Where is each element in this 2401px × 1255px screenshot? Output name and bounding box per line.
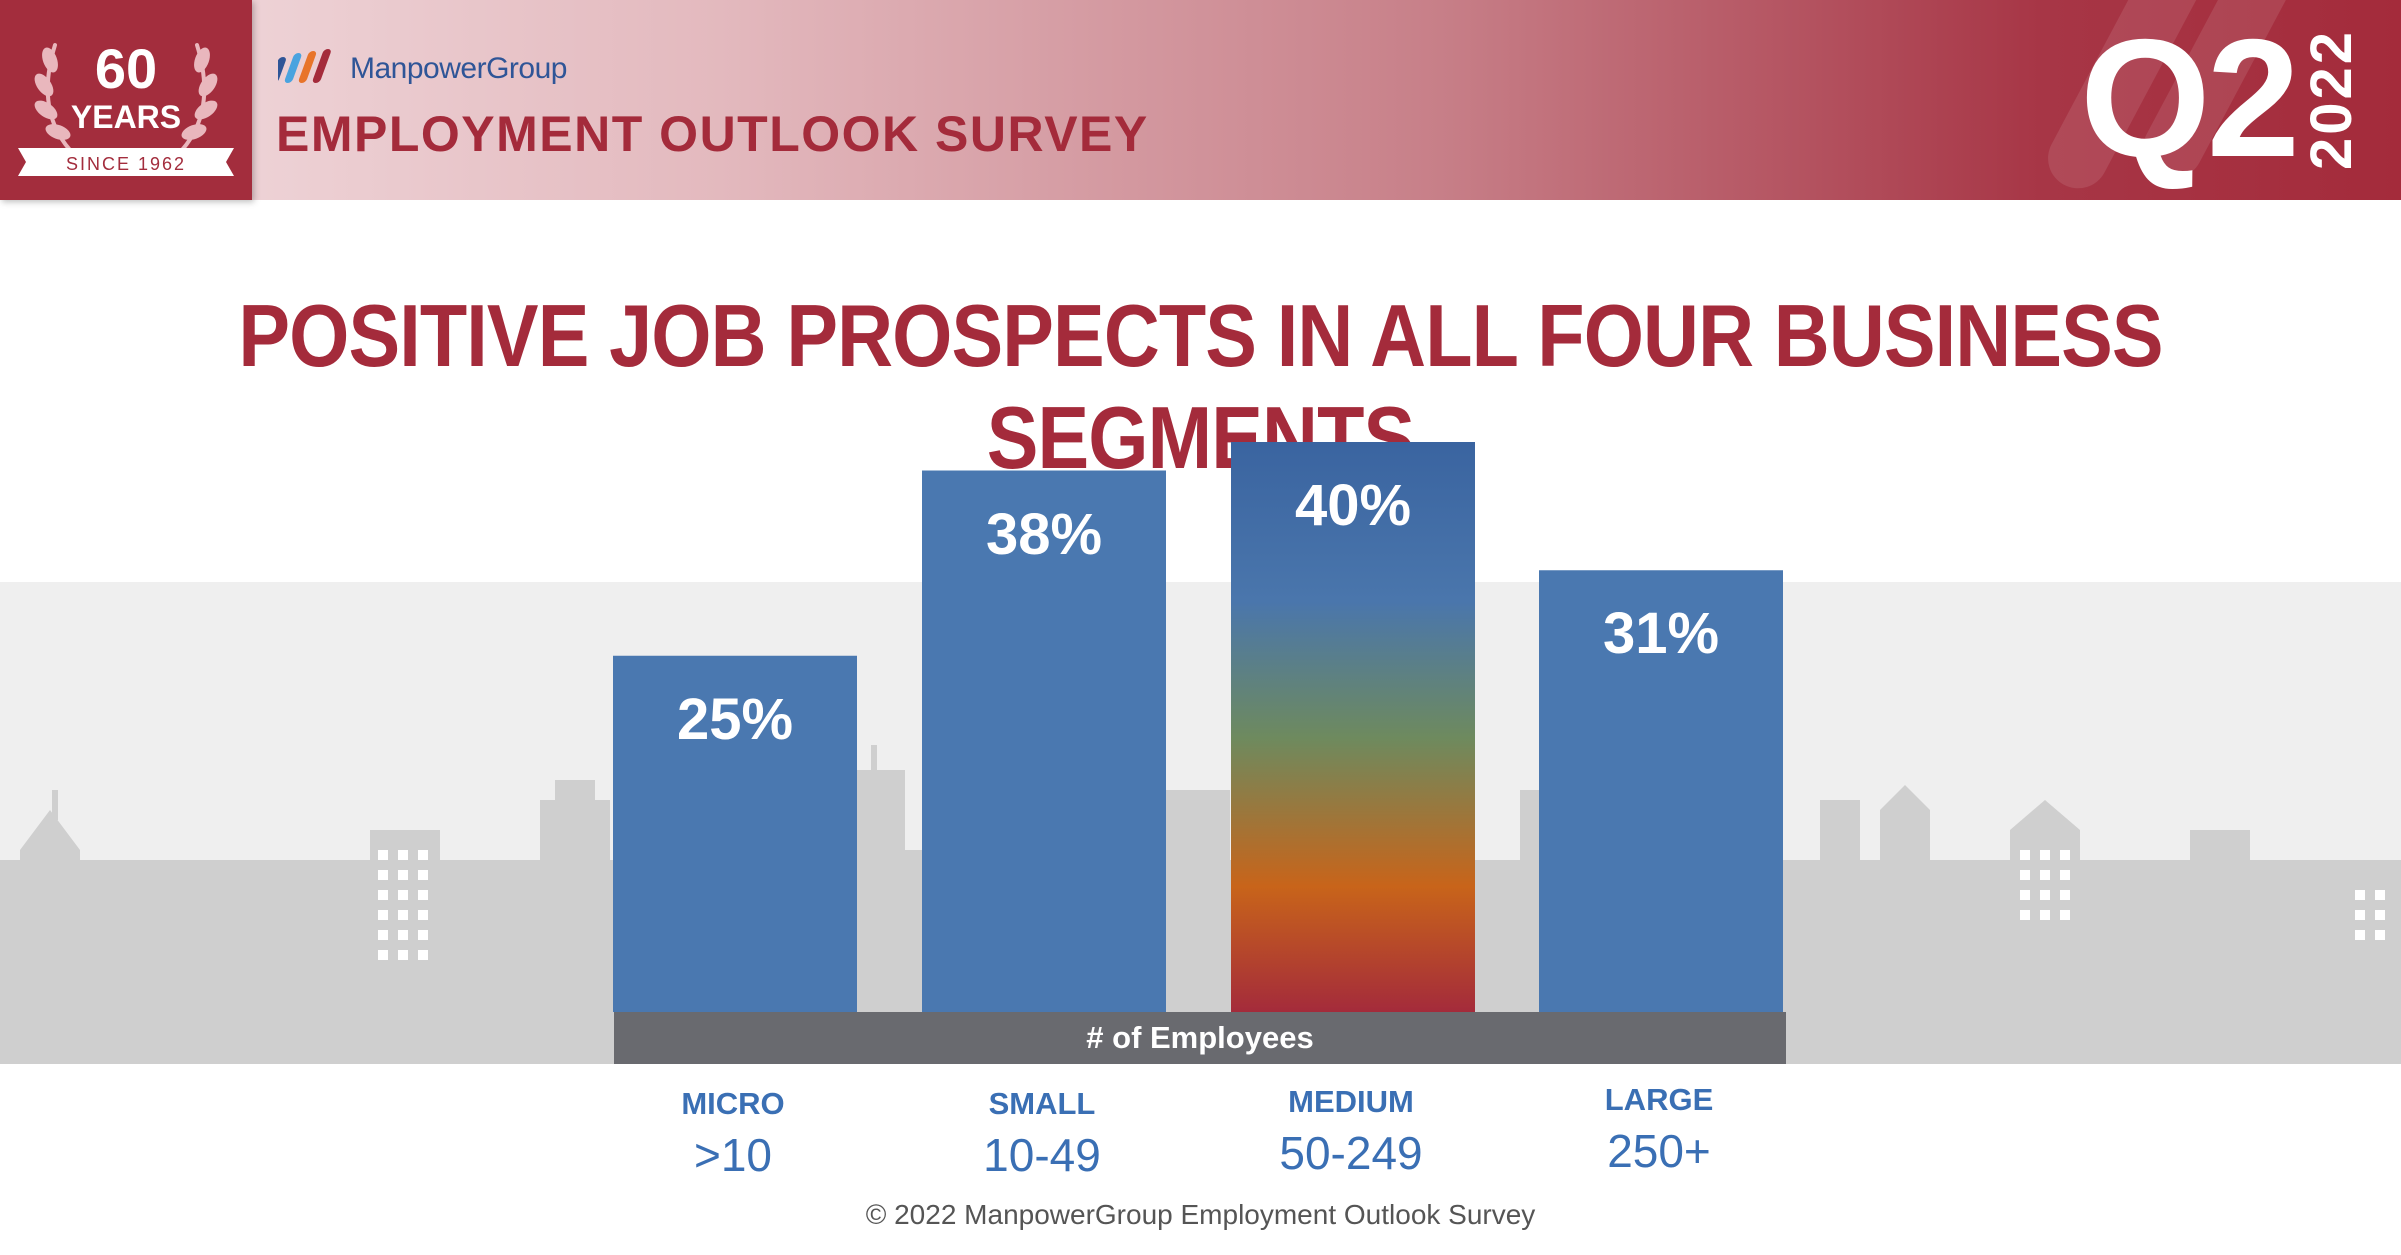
category-range: 50-249 [1279,1127,1423,1179]
laurel-wreath-icon: 60 YEARS SINCE 1962 [18,37,234,176]
badge-number: 60 [95,37,157,100]
city-skyline [0,745,2401,1064]
category-range: 10-49 [983,1129,1101,1181]
bar-micro [613,655,857,1012]
copyright-footer: © 2022 ManpowerGroup Employment Outlook … [865,1199,1536,1230]
ribbon-banner [18,148,234,176]
skyline-windows [378,850,2385,960]
header-banner [0,0,2401,200]
category-name: MEDIUM [1288,1084,1414,1119]
bar-value-label-large: 31% [1602,601,1720,667]
bar-value-label-small: 38% [985,501,1103,567]
brand-name: ManpowerGroup [350,52,567,85]
category-label-medium: MEDIUM 50-249 [1201,1084,1501,1180]
bar-value-label-medium: 40% [1294,473,1412,538]
bar-medium [1231,442,1475,1012]
category-label-large: LARGE 250+ [1509,1082,1809,1178]
category-name: SMALL [988,1086,1096,1121]
axis-band [614,1012,1786,1064]
badge-years: YEARS [71,99,181,135]
bar-large [1539,570,1783,1012]
bar-value-label-micro: 25% [676,686,794,752]
manpowergroup-logo-icon [278,49,331,83]
category-label-micro: MICRO >10 [583,1086,883,1182]
category-label-small: SMALL 10-49 [892,1086,1192,1182]
category-name: MICRO [681,1086,785,1121]
anniversary-badge: 60 YEARS SINCE 1962 [0,0,252,200]
badge-since: SINCE 1962 [66,154,186,174]
quarter-label: Q2 [2080,4,2300,192]
chart-headline: POSITIVE JOB PROSPECTS IN ALL FOUR BUSIN… [238,286,2163,487]
category-name: LARGE [1604,1082,1714,1117]
x-axis-title: # of Employees [1086,1020,1314,1055]
survey-title: EMPLOYMENT OUTLOOK SURVEY [276,106,1149,162]
category-range: 250+ [1607,1125,1711,1177]
category-range: >10 [693,1129,773,1181]
bar-small [922,470,1166,1012]
brand-logo: ManpowerGroup [278,44,567,94]
bar-series [613,442,1783,1012]
